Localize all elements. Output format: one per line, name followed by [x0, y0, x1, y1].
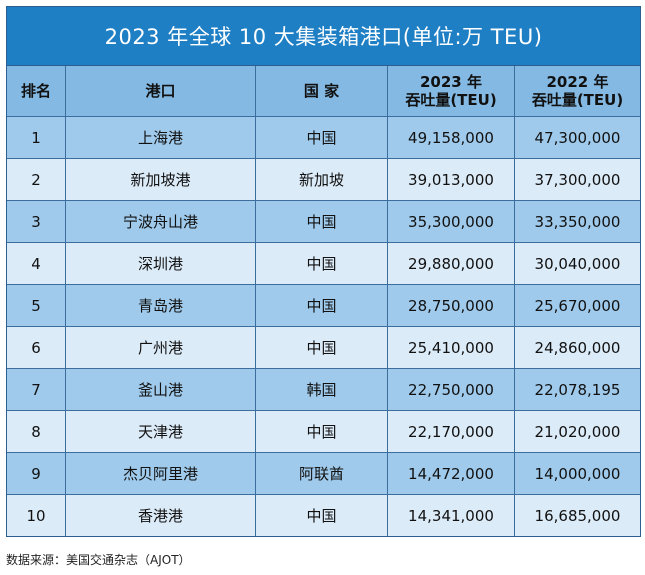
- ports-table: 2023 年全球 10 大集装箱港口(单位:万 TEU) 排名 港口 国 家 2023…: [6, 6, 641, 537]
- table-row: 1 上海港 中国 49,158,000 47,300,000: [7, 117, 640, 159]
- cell-country: 韩国: [256, 369, 388, 410]
- cell-throughput-2023: 22,170,000: [388, 411, 515, 452]
- header-throughput-2022-line: 吞吐量(TEU): [531, 91, 624, 109]
- cell-throughput-2023: 14,472,000: [388, 453, 515, 494]
- cell-throughput-2022: 30,040,000: [534, 254, 621, 273]
- cell-throughput-2023: 29,880,000: [388, 243, 515, 284]
- header-throughput-2022: 2022 年吞吐量(TEU): [515, 66, 640, 116]
- table-row: 7 釜山港 韩国 22,750,000 22,078,195: [7, 369, 640, 411]
- cell-throughput-2022: 14,000,000: [534, 464, 621, 483]
- cell-rank: 8: [7, 411, 66, 452]
- cell-throughput-2022: 33,350,000: [534, 212, 621, 231]
- cell-port: 广州港: [66, 327, 256, 368]
- cell-country: 中国: [256, 117, 388, 158]
- table-row: 9 杰贝阿里港 阿联酋 14,472,000 14,000,000: [7, 453, 640, 495]
- cell-throughput-2022: 16,685,000: [534, 506, 621, 525]
- cell-country: 中国: [256, 495, 388, 536]
- header-country: 国 家: [256, 66, 388, 116]
- header-throughput-2023-line: 2023 年: [420, 73, 482, 91]
- table-row: 6 广州港 中国 25,410,000 24,860,000: [7, 327, 640, 369]
- table-row: 5 青岛港 中国 28,750,000 25,670,000: [7, 285, 640, 327]
- cell-country: 中国: [256, 285, 388, 326]
- table-row: 2 新加坡港 新加坡 39,013,000 37,300,000: [7, 159, 640, 201]
- cell-port: 深圳港: [66, 243, 256, 284]
- cell-throughput-2022: 25,670,000: [534, 296, 621, 315]
- cell-rank: 7: [7, 369, 66, 410]
- cell-rank: 2: [7, 159, 66, 200]
- table-row: 4 深圳港 中国 29,880,000 30,040,000: [7, 243, 640, 285]
- cell-throughput-2023: 49,158,000: [388, 117, 515, 158]
- source-note: 数据来源：美国交通杂志（AJOT）: [6, 553, 191, 567]
- cell-country: 中国: [256, 201, 388, 242]
- table-title: 2023 年全球 10 大集装箱港口(单位:万 TEU): [7, 7, 640, 66]
- cell-throughput-2023: 35,300,000: [388, 201, 515, 242]
- header-throughput-2023: 2023 年吞吐量(TEU): [388, 66, 515, 116]
- cell-throughput-2022: 24,860,000: [534, 338, 621, 357]
- cell-port: 香港港: [66, 495, 256, 536]
- header-port: 港口: [66, 66, 256, 116]
- cell-port: 杰贝阿里港: [66, 453, 256, 494]
- cell-throughput-2023: 14,341,000: [388, 495, 515, 536]
- header-country-line: 国 家: [303, 82, 340, 100]
- header-port-line: 港口: [145, 82, 176, 100]
- cell-country: 阿联酋: [256, 453, 388, 494]
- header-throughput-2023-line: 吞吐量(TEU): [405, 91, 497, 109]
- cell-country: 新加坡: [256, 159, 388, 200]
- cell-country: 中国: [256, 411, 388, 452]
- cell-throughput-2023: 28,750,000: [388, 285, 515, 326]
- header-throughput-2022-line: 2022 年: [546, 73, 609, 91]
- cell-port: 新加坡港: [66, 159, 256, 200]
- cell-rank: 9: [7, 453, 66, 494]
- table-row: 8 天津港 中国 22,170,000 21,020,000: [7, 411, 640, 453]
- cell-throughput-2023: 39,013,000: [388, 159, 515, 200]
- cell-rank: 6: [7, 327, 66, 368]
- cell-port: 天津港: [66, 411, 256, 452]
- cell-port: 青岛港: [66, 285, 256, 326]
- header-rank: 排名: [7, 66, 66, 116]
- cell-rank: 4: [7, 243, 66, 284]
- cell-throughput-2022: 37,300,000: [534, 170, 621, 189]
- cell-throughput-2023: 25,410,000: [388, 327, 515, 368]
- table-body: 1 上海港 中国 49,158,000 47,300,000 2 新加坡港 新加坡 39,013…: [7, 117, 640, 536]
- cell-throughput-2023: 22,750,000: [388, 369, 515, 410]
- cell-rank: 3: [7, 201, 66, 242]
- cell-port: 釜山港: [66, 369, 256, 410]
- cell-rank: 10: [7, 495, 66, 536]
- cell-rank: 1: [7, 117, 66, 158]
- header-rank-line: 排名: [20, 82, 51, 100]
- cell-rank: 5: [7, 285, 66, 326]
- cell-port: 上海港: [66, 117, 256, 158]
- cell-throughput-2022: 22,078,195: [534, 380, 621, 399]
- cell-throughput-2022: 21,020,000: [534, 422, 621, 441]
- cell-throughput-2022: 47,300,000: [534, 128, 621, 147]
- table-row: 10 香港港 中国 14,341,000 16,685,000: [7, 495, 640, 536]
- header-row: 排名 港口国 家 2023 年吞吐量(TEU) 2022 年吞吐量(TEU): [7, 66, 640, 117]
- cell-port: 宁波舟山港: [66, 201, 256, 242]
- table-row: 3 宁波舟山港 中国 35,300,000 33,350,000: [7, 201, 640, 243]
- cell-country: 中国: [256, 243, 388, 284]
- cell-country: 中国: [256, 327, 388, 368]
